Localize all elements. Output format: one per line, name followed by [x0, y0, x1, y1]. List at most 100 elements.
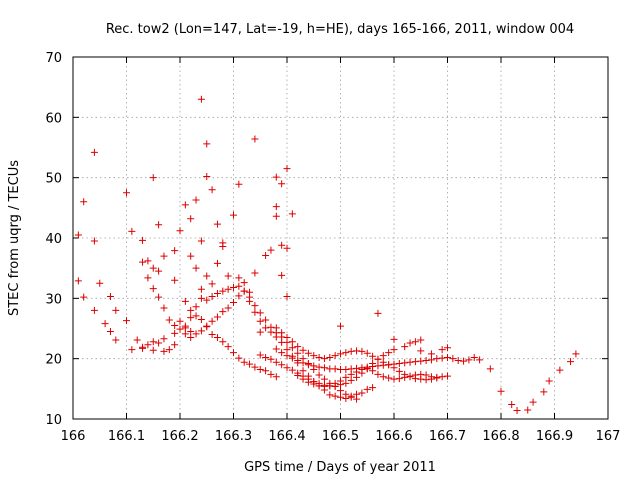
data-point: [74, 231, 82, 239]
data-point: [272, 203, 280, 211]
data-point: [251, 302, 259, 310]
data-point: [278, 361, 286, 369]
data-point: [460, 357, 468, 365]
y-tick-label: 70: [45, 51, 62, 66]
data-point: [337, 387, 344, 395]
data-point: [208, 293, 216, 301]
data-point: [128, 346, 136, 354]
data-point: [337, 393, 344, 401]
data-point: [406, 339, 414, 347]
data-point: [454, 356, 462, 364]
data-point: [278, 271, 286, 279]
data-point: [433, 355, 441, 363]
data-point: [315, 382, 323, 390]
x-tick-label: 166.6: [375, 429, 412, 444]
data-point: [304, 378, 312, 386]
data-point: [288, 366, 296, 374]
data-point: [203, 323, 211, 331]
data-point: [278, 349, 286, 357]
data-point: [187, 314, 195, 322]
data-point: [272, 324, 280, 332]
data-point: [192, 264, 200, 272]
data-point: [497, 387, 505, 395]
data-point: [149, 338, 157, 346]
data-point: [545, 377, 553, 385]
data-point: [203, 172, 211, 180]
data-point: [385, 361, 393, 369]
data-point: [326, 382, 334, 390]
data-point: [197, 285, 205, 293]
data-point: [320, 382, 328, 390]
data-point: [213, 220, 221, 228]
data-point: [262, 353, 270, 361]
data-point: [320, 375, 328, 383]
data-point: [363, 349, 371, 357]
data-point: [251, 135, 259, 143]
data-point: [240, 279, 248, 287]
data-point: [438, 373, 446, 381]
data-point: [149, 174, 157, 182]
data-point: [235, 282, 243, 290]
data-point: [476, 356, 484, 364]
data-point: [438, 346, 446, 354]
data-point: [133, 336, 141, 344]
data-point: [171, 341, 179, 349]
data-point: [310, 362, 318, 370]
data-point: [155, 293, 163, 301]
data-point: [278, 329, 286, 337]
data-point: [240, 358, 248, 366]
data-point: [331, 365, 339, 373]
data-point: [224, 343, 232, 351]
data-point: [411, 358, 419, 366]
data-point: [192, 330, 200, 338]
data-point: [288, 344, 296, 352]
y-tick-label: 30: [45, 292, 62, 307]
data-point: [219, 308, 227, 316]
data-point: [80, 293, 88, 301]
data-point: [363, 365, 371, 373]
data-point: [304, 361, 312, 369]
data-point: [203, 272, 211, 280]
data-point: [427, 356, 435, 364]
data-point: [272, 212, 280, 220]
data-point: [337, 322, 344, 330]
data-point: [288, 354, 296, 362]
data-point: [347, 393, 355, 401]
data-point: [320, 355, 328, 363]
data-point: [262, 316, 270, 324]
data-point: [326, 391, 334, 399]
data-point: [208, 331, 216, 339]
data-point: [470, 353, 478, 361]
data-point: [358, 366, 366, 374]
data-point: [128, 227, 136, 235]
data-point: [230, 299, 237, 307]
data-point: [288, 210, 296, 218]
data-point: [278, 241, 286, 249]
data-point: [144, 274, 152, 282]
data-point: [197, 294, 205, 302]
data-point: [417, 357, 425, 365]
data-point: [369, 352, 377, 360]
data-point: [320, 364, 328, 372]
data-point: [246, 293, 254, 301]
x-tick-label: 167: [596, 429, 621, 444]
data-point: [181, 201, 189, 209]
data-point: [508, 401, 516, 409]
data-point: [123, 317, 130, 325]
data-point: [155, 221, 163, 229]
data-point: [369, 384, 377, 392]
data-point: [219, 287, 227, 295]
data-point: [256, 317, 264, 325]
data-point: [74, 277, 82, 285]
data-point: [465, 356, 473, 364]
data-point: [155, 339, 163, 347]
axis-ticks: 166 166.1 166.2 166.3 166.4 166.5 166.6 166.7 16…: [45, 51, 620, 444]
data-point: [181, 324, 189, 332]
data-point: [358, 389, 366, 397]
data-point: [395, 359, 403, 367]
data-point: [299, 375, 307, 383]
data-point: [556, 366, 564, 374]
data-point: [262, 367, 270, 375]
data-point: [379, 358, 387, 366]
data-point: [444, 353, 451, 361]
